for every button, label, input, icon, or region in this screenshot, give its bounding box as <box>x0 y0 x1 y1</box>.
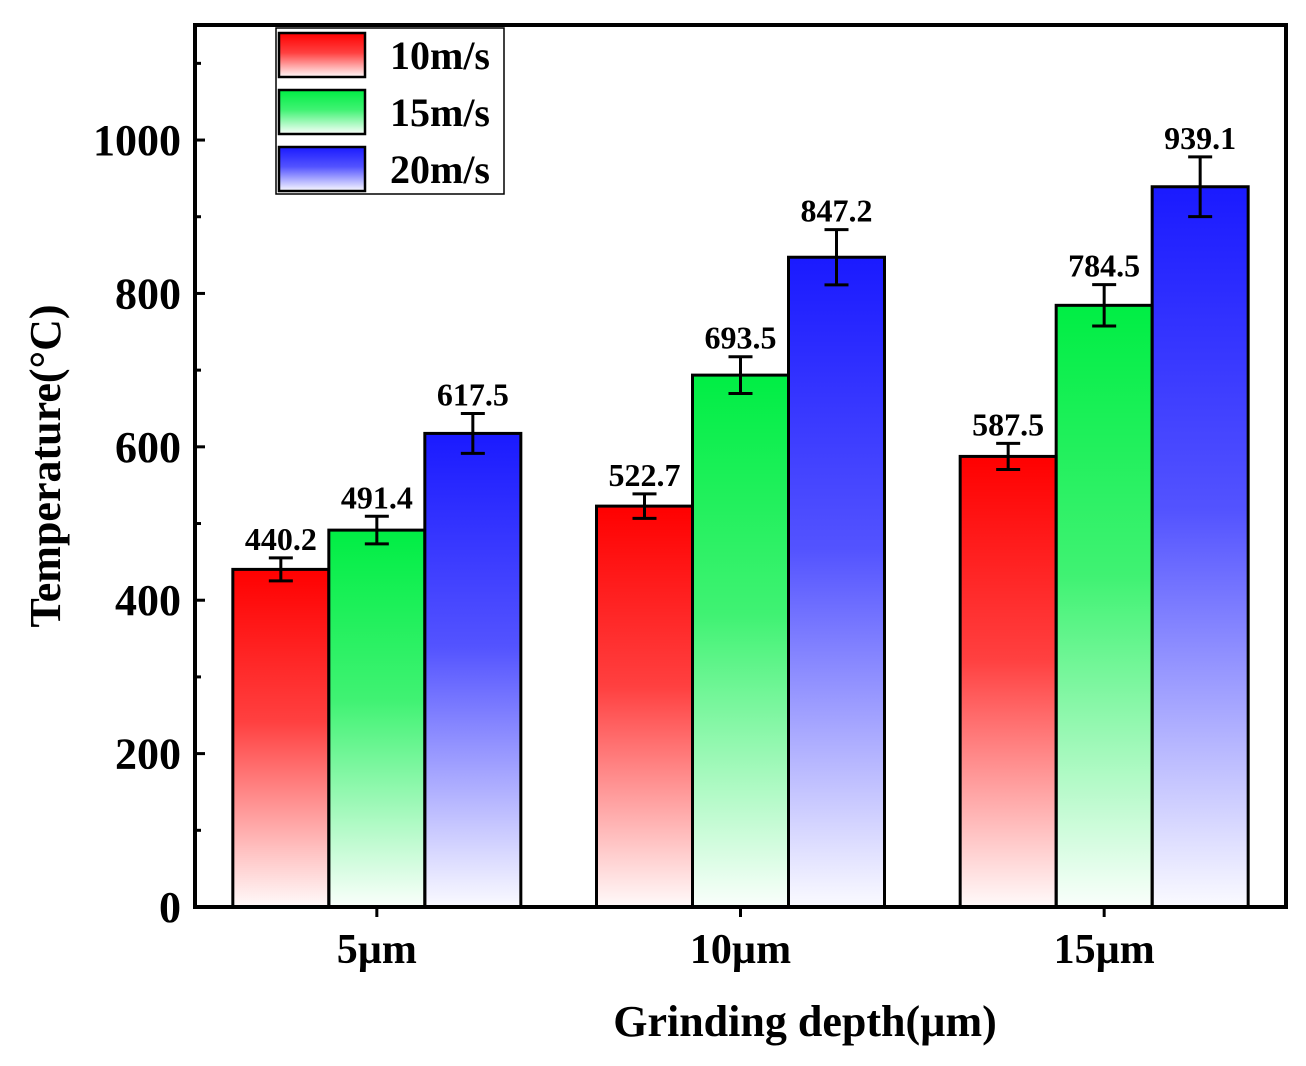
data-label-20m-s-15-m: 939.1 <box>1164 120 1236 156</box>
error-bar-15m-s-10-m <box>728 355 753 396</box>
legend-swatch-10m-s <box>277 31 367 79</box>
bar-15m-s-15-m <box>1054 303 1154 909</box>
legend-label-20m-s: 20m/s <box>390 147 490 192</box>
bar-10m-s-15-m <box>958 454 1058 909</box>
error-bar-10m-s-10-m <box>632 492 657 520</box>
x-tick-label-15-m: 15µm <box>1054 927 1155 973</box>
data-label-15m-s-5-m: 491.4 <box>341 479 413 515</box>
y-axis: 0 200 400 600 800 1000 <box>93 61 205 932</box>
error-bar-15m-s-15-m <box>1092 283 1117 328</box>
legend-label-15m-s: 15m/s <box>390 90 490 135</box>
error-bar-20m-s-10-m <box>824 228 849 287</box>
data-label-10m-s-10-m: 522.7 <box>609 457 681 493</box>
bar-20m-s-15-m <box>1150 185 1250 909</box>
bar-15m-s-5-m <box>327 528 427 909</box>
data-label-15m-s-15-m: 784.5 <box>1068 248 1140 284</box>
y-tick-label: 800 <box>115 269 181 318</box>
legend: 10m/s 15m/s 20m/s <box>275 27 505 195</box>
y-tick-label: 400 <box>115 576 181 625</box>
error-bar-10m-s-5-m <box>268 556 293 583</box>
bar-20m-s-5-m <box>423 431 523 909</box>
x-axis-title: Grinding depth(µm) <box>613 997 997 1046</box>
legend-swatch-20m-s <box>277 145 367 193</box>
y-tick-label: 600 <box>115 423 181 472</box>
y-tick-label: 0 <box>159 883 181 932</box>
bars-layer <box>231 185 1250 909</box>
error-bar-10m-s-15-m <box>996 441 1021 471</box>
data-label-20m-s-10-m: 847.2 <box>801 193 873 229</box>
legend-label-10m-s: 10m/s <box>390 33 490 78</box>
x-axis: 5µm 10µm 15µm <box>337 907 1155 973</box>
bar-10m-s-5-m <box>231 567 331 909</box>
data-label-10m-s-15-m: 587.5 <box>972 406 1044 442</box>
error-bars-layer <box>268 155 1213 583</box>
y-tick-label: 200 <box>115 730 181 779</box>
data-label-10m-s-5-m: 440.2 <box>245 521 317 557</box>
error-bar-20m-s-15-m <box>1188 155 1213 219</box>
error-bar-15m-s-5-m <box>364 514 389 546</box>
data-labels-layer: 440.2 491.4 617.5 522.7 693.5 847.2 587.5 784.5… <box>245 120 1236 557</box>
error-bar-20m-s-5-m <box>460 411 485 455</box>
data-label-20m-s-5-m: 617.5 <box>437 376 509 412</box>
bar-10m-s-10-m <box>595 504 694 909</box>
data-label-15m-s-10-m: 693.5 <box>705 320 777 356</box>
y-tick-label: 1000 <box>93 116 181 165</box>
bar-20m-s-10-m <box>787 255 886 909</box>
bar-15m-s-10-m <box>691 373 790 909</box>
legend-swatch-15m-s <box>277 88 367 136</box>
x-tick-label-10-m: 10µm <box>690 927 791 973</box>
x-tick-label-5-m: 5µm <box>337 927 417 973</box>
y-axis-title: Temperature(°C) <box>21 304 70 627</box>
